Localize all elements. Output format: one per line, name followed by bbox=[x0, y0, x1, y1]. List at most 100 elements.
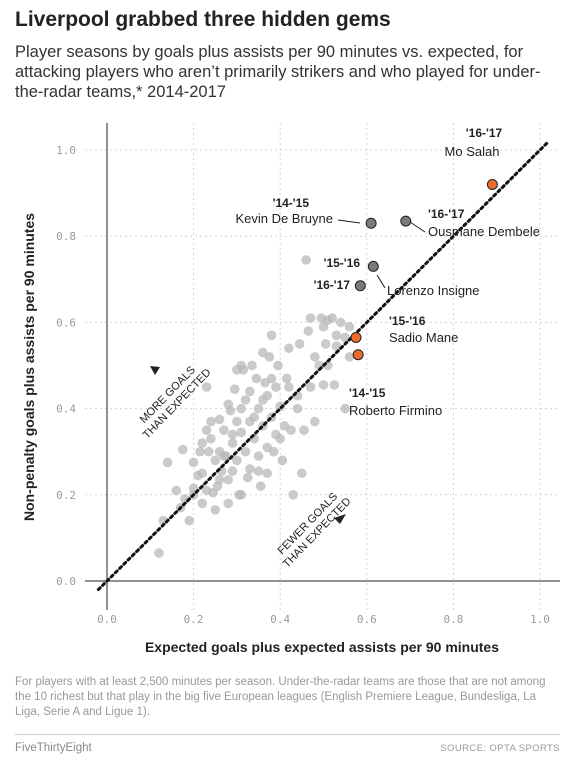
data-point bbox=[154, 548, 164, 558]
data-point bbox=[294, 339, 305, 349]
x-tick-label: 0.6 bbox=[357, 613, 377, 626]
x-tick-label: 0.8 bbox=[443, 613, 463, 626]
data-point bbox=[195, 446, 205, 457]
data-point bbox=[288, 490, 298, 500]
data-point bbox=[297, 468, 307, 479]
data-point bbox=[273, 360, 283, 371]
data-point bbox=[264, 352, 275, 362]
data-point bbox=[214, 414, 225, 425]
data-point bbox=[227, 466, 238, 476]
highlighted-point bbox=[365, 217, 377, 229]
player-name-label: Sadio Mane bbox=[389, 330, 458, 345]
data-point bbox=[253, 403, 264, 414]
y-axis-title: Non-penalty goals plus assists per 90 mi… bbox=[21, 213, 37, 521]
data-point bbox=[197, 438, 208, 448]
data-point bbox=[214, 474, 225, 485]
data-point bbox=[253, 451, 264, 461]
data-point bbox=[340, 403, 350, 414]
y-tick-label: 0.2 bbox=[56, 489, 76, 502]
data-point bbox=[255, 481, 266, 491]
data-point bbox=[236, 427, 247, 438]
y-tick-label: 0.8 bbox=[56, 230, 76, 243]
data-point bbox=[227, 429, 238, 440]
data-point bbox=[197, 498, 208, 509]
data-point bbox=[219, 451, 229, 461]
highlighted-point bbox=[486, 178, 498, 190]
footer-divider bbox=[15, 734, 560, 735]
data-point bbox=[329, 380, 340, 390]
data-point bbox=[323, 315, 333, 326]
data-point bbox=[223, 498, 234, 509]
data-point bbox=[247, 360, 257, 371]
season-label: '16-'17 bbox=[428, 207, 465, 221]
data-point bbox=[236, 403, 247, 414]
data-point bbox=[162, 457, 173, 468]
highlighted-point bbox=[350, 331, 362, 343]
data-point bbox=[245, 386, 255, 397]
footnote: For players with at least 2,500 minutes … bbox=[15, 676, 546, 718]
data-point bbox=[271, 382, 281, 392]
data-point bbox=[262, 468, 273, 479]
data-point bbox=[266, 330, 277, 341]
data-point bbox=[232, 455, 242, 466]
data-point bbox=[299, 425, 309, 435]
data-point bbox=[286, 425, 296, 435]
highlighted-point bbox=[354, 280, 366, 292]
data-point bbox=[320, 339, 331, 349]
data-point bbox=[251, 373, 262, 384]
data-point bbox=[292, 403, 303, 414]
highlighted-point bbox=[352, 349, 364, 361]
background-points bbox=[154, 255, 355, 558]
data-point bbox=[284, 343, 294, 354]
player-name-label: Mo Salah bbox=[445, 144, 500, 159]
data-point bbox=[340, 332, 350, 343]
data-point bbox=[203, 446, 214, 457]
data-point bbox=[177, 444, 188, 455]
data-point bbox=[266, 373, 277, 384]
season-label: '16-'17 bbox=[314, 278, 351, 292]
label-leader-line bbox=[376, 274, 386, 289]
data-point bbox=[245, 464, 255, 474]
data-point bbox=[206, 416, 216, 427]
data-point bbox=[240, 395, 251, 405]
x-tick-label: 1.0 bbox=[530, 613, 550, 626]
data-point bbox=[258, 395, 268, 405]
season-label: '15-'16 bbox=[324, 256, 361, 270]
data-point bbox=[242, 472, 253, 483]
y-tick-label: 0.0 bbox=[56, 575, 76, 588]
y-tick-label: 0.6 bbox=[56, 316, 76, 329]
data-point bbox=[210, 455, 221, 466]
data-point bbox=[184, 515, 195, 526]
data-point bbox=[201, 382, 212, 392]
chart-title: Liverpool grabbed three hidden gems bbox=[15, 8, 391, 31]
player-name-label: Lorenzo Insigne bbox=[387, 283, 480, 298]
scatter-chart: 0.0 0.0 0.2 0.2 0.4 0.4 0.6 0.6 0.8 0.8 1.0 1.0 '16… bbox=[21, 123, 560, 655]
data-point bbox=[344, 321, 355, 332]
season-label: '15-'16 bbox=[389, 314, 426, 328]
data-point bbox=[275, 433, 286, 444]
data-point bbox=[277, 455, 288, 466]
x-axis-title: Expected goals plus expected assists per… bbox=[145, 639, 499, 655]
data-point bbox=[236, 490, 247, 500]
highlighted-points bbox=[350, 178, 498, 361]
brand-logo-text: FiveThirtyEight bbox=[15, 742, 92, 754]
data-point bbox=[331, 341, 342, 351]
player-name-label: Roberto Firmino bbox=[349, 403, 442, 418]
data-point bbox=[171, 485, 182, 496]
data-point bbox=[303, 326, 314, 336]
highlighted-point bbox=[400, 215, 412, 227]
data-point bbox=[284, 382, 294, 392]
season-label: '14-'15 bbox=[349, 386, 386, 400]
data-point bbox=[344, 352, 355, 362]
x-tick-label: 0.2 bbox=[184, 613, 204, 626]
data-point bbox=[227, 438, 238, 448]
data-point bbox=[240, 446, 251, 457]
player-name-label: Kevin De Bruyne bbox=[235, 211, 333, 226]
axes: 0.0 0.0 0.2 0.2 0.4 0.4 0.6 0.6 0.8 0.8 1.0 1.0 bbox=[56, 123, 560, 626]
source-credit: SOURCE: OPTA SPORTS bbox=[440, 743, 560, 754]
triangle-down-right-icon bbox=[334, 514, 346, 524]
y-tick-label: 0.4 bbox=[56, 403, 76, 416]
data-point bbox=[223, 399, 234, 410]
highlighted-point bbox=[367, 260, 379, 272]
data-point bbox=[232, 416, 242, 427]
